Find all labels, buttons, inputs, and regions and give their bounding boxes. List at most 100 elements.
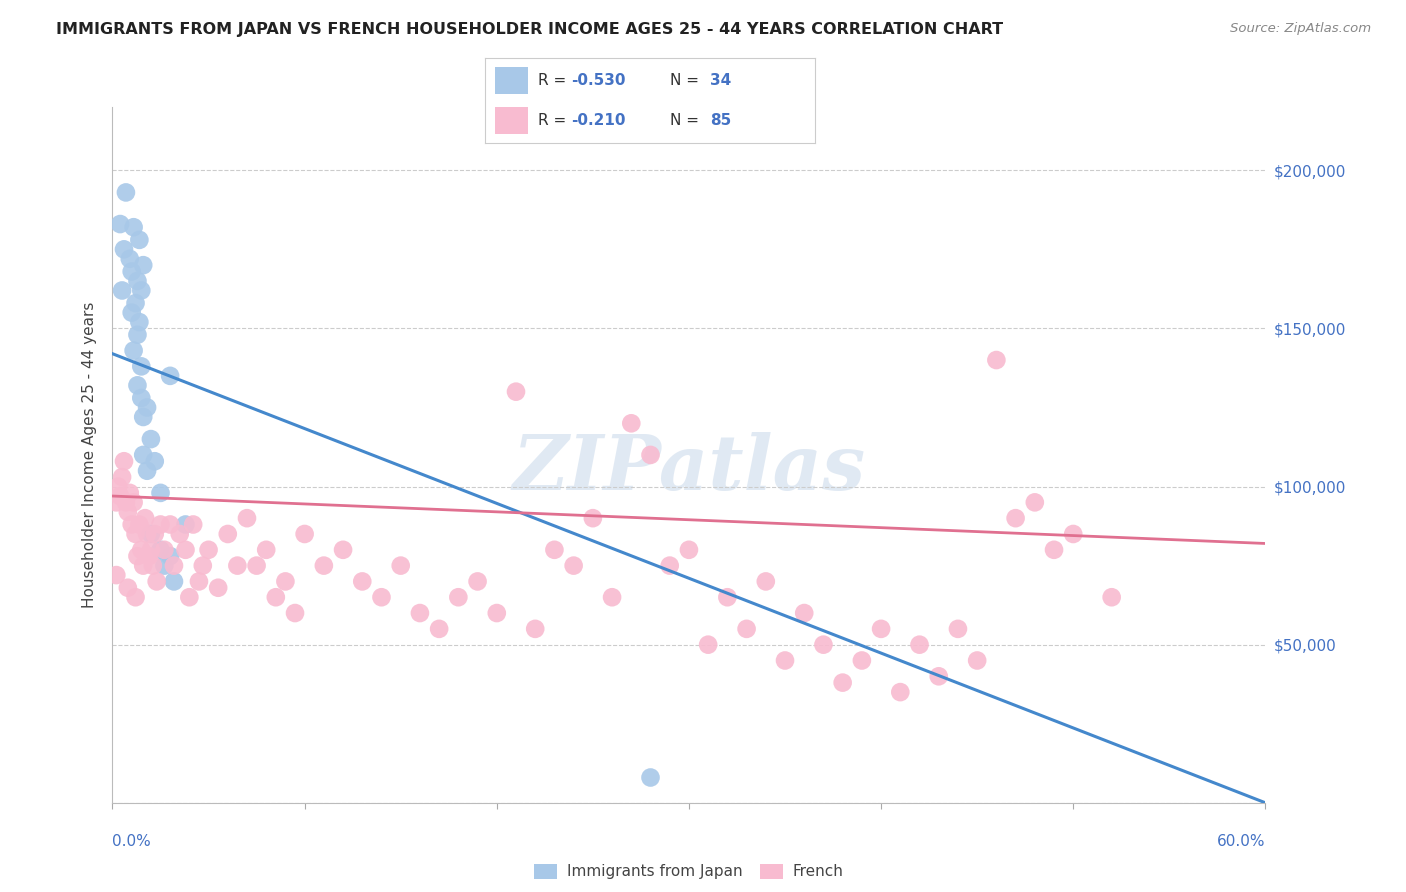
Point [191, 558, 214, 573]
Point [163, 558, 186, 573]
Point [793, 606, 815, 620]
Point [108, 217, 131, 231]
Point [132, 448, 155, 462]
Text: Source: ZipAtlas.com: Source: ZipAtlas.com [1230, 22, 1371, 36]
Point [1043, 542, 1066, 557]
Point [127, 549, 149, 563]
Point [117, 581, 139, 595]
Point [127, 327, 149, 342]
Y-axis label: Householder Income Ages 25 - 44 years: Householder Income Ages 25 - 44 years [82, 301, 97, 608]
Point [352, 574, 374, 589]
Point [138, 549, 160, 563]
Point [124, 591, 146, 605]
Point [132, 558, 155, 573]
Point [105, 495, 128, 509]
Point [136, 527, 159, 541]
Point [143, 454, 166, 468]
Point [217, 527, 239, 541]
Point [112, 243, 135, 257]
Text: 34: 34 [710, 73, 731, 88]
Point [127, 378, 149, 392]
Point [139, 432, 162, 446]
Text: IMMIGRANTS FROM JAPAN VS FRENCH HOUSEHOLDER INCOME AGES 25 - 44 YEARS CORRELATIO: IMMIGRANTS FROM JAPAN VS FRENCH HOUSEHOL… [56, 22, 1004, 37]
Point [139, 542, 162, 557]
Point [136, 401, 159, 415]
Point [129, 359, 153, 374]
Point [658, 558, 681, 573]
Point [128, 517, 150, 532]
Point [274, 574, 297, 589]
Text: 0.0%: 0.0% [112, 834, 152, 849]
Point [122, 220, 145, 235]
Point [966, 653, 988, 667]
Point [115, 495, 138, 509]
Point [136, 464, 159, 478]
Point [128, 233, 150, 247]
Point [284, 606, 307, 620]
Legend: Immigrants from Japan, French: Immigrants from Japan, French [529, 857, 849, 886]
Point [118, 486, 141, 500]
Point [813, 638, 835, 652]
Point [121, 517, 143, 532]
Point [773, 653, 796, 667]
Point [124, 296, 146, 310]
Point [735, 622, 758, 636]
Text: R =: R = [538, 113, 571, 128]
Point [620, 417, 643, 431]
Point [524, 622, 547, 636]
Text: 85: 85 [710, 113, 731, 128]
Point [129, 391, 153, 405]
Point [145, 574, 167, 589]
Point [107, 479, 129, 493]
Text: -0.530: -0.530 [571, 73, 626, 88]
Point [543, 542, 565, 557]
Point [122, 495, 145, 509]
Point [889, 685, 911, 699]
Point [505, 384, 527, 399]
Point [294, 527, 316, 541]
Point [716, 591, 738, 605]
Point [562, 558, 585, 573]
Point [187, 574, 211, 589]
Point [134, 511, 156, 525]
Point [149, 486, 172, 500]
Point [149, 542, 172, 557]
Point [389, 558, 412, 573]
Point [153, 558, 176, 573]
Point [254, 542, 277, 557]
Point [112, 454, 135, 468]
Point [236, 511, 259, 525]
Point [163, 574, 186, 589]
Point [207, 581, 229, 595]
Point [108, 489, 131, 503]
Point [132, 409, 155, 424]
Point [755, 574, 778, 589]
Point [128, 315, 150, 329]
Point [226, 558, 249, 573]
Point [908, 638, 931, 652]
Point [197, 542, 219, 557]
Point [159, 517, 181, 532]
Point [127, 274, 149, 288]
Point [697, 638, 720, 652]
Point [409, 606, 432, 620]
Point [245, 558, 267, 573]
Point [179, 591, 201, 605]
Point [582, 511, 605, 525]
Text: N =: N = [671, 113, 704, 128]
Text: 60.0%: 60.0% [1218, 834, 1265, 849]
Point [121, 305, 143, 319]
Point [1062, 527, 1084, 541]
Point [427, 622, 450, 636]
Text: N =: N = [671, 73, 704, 88]
Point [640, 771, 662, 785]
Point [1101, 591, 1123, 605]
Point [159, 549, 181, 563]
Point [467, 574, 489, 589]
Point [678, 542, 700, 557]
Point [447, 591, 470, 605]
Point [986, 353, 1008, 368]
Point [1004, 511, 1026, 525]
Point [159, 368, 181, 383]
Point [370, 591, 392, 605]
